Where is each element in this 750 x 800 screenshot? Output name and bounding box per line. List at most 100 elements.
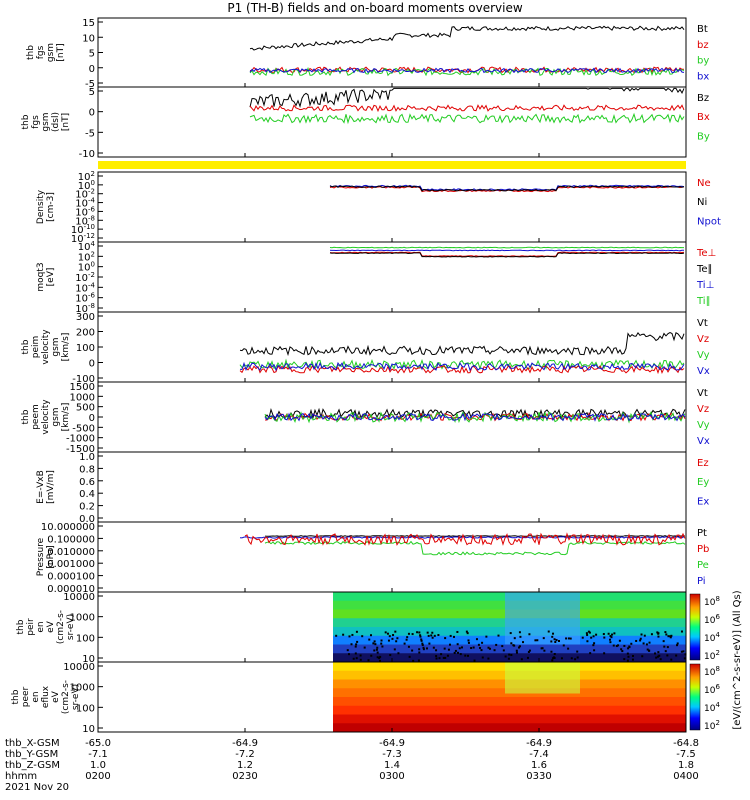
trace-black: [264, 407, 686, 420]
colorbar-tick-label: 106: [704, 683, 720, 696]
heatmap-speck: [370, 634, 373, 637]
panel-5: 300 200 100 0 -100 thb peim velocity gsm [km/s] Vt…: [21, 311, 710, 385]
y-axis-label: peer: [21, 686, 31, 707]
colorbar-tick-label: 106: [704, 613, 720, 626]
heatmap-speck: [528, 633, 531, 636]
y-tick-label: -100: [72, 374, 95, 385]
heatmap-speck: [437, 634, 440, 637]
y-axis-label: en: [31, 691, 41, 702]
x-tick-label: 1.2: [237, 760, 253, 771]
heatmap-speck: [617, 644, 620, 647]
heatmap-speck: [420, 638, 423, 641]
heatmap-speck: [589, 652, 592, 655]
y-tick-label: 100: [76, 703, 95, 714]
panel-frame: [97, 451, 687, 523]
y-tick-label: 0.100000: [47, 534, 95, 545]
y-tick-label: -1500: [66, 444, 95, 455]
legend-ex: Ex: [697, 496, 709, 507]
heatmap-speck: [487, 646, 490, 649]
heatmap-speck: [623, 658, 626, 661]
heatmap-speck: [391, 637, 394, 640]
heatmap-speck: [444, 656, 447, 659]
y-tick-label: 10: [82, 33, 95, 44]
y-tick-label: 200: [76, 328, 95, 339]
heatmap-speck: [657, 651, 660, 654]
heatmap-speck: [472, 646, 475, 649]
heatmap-speck: [438, 657, 441, 660]
heatmap-speck: [567, 637, 570, 640]
trace-green: [249, 66, 685, 77]
heatmap-speck: [432, 646, 435, 649]
heatmap-speck: [460, 646, 463, 649]
heatmap-dip: [505, 592, 580, 645]
y-tick-label: 1000: [70, 683, 95, 694]
heatmap-speck: [359, 654, 362, 657]
heatmap-speck: [630, 642, 633, 645]
heatmap-speck: [444, 637, 447, 640]
trace-black: [249, 25, 685, 51]
y-axis-label: fgs: [36, 45, 46, 59]
y-tick-label: 1.0: [79, 452, 95, 463]
y-tick-label: 0.000100: [47, 572, 95, 583]
heatmap-speck: [669, 635, 672, 638]
heatmap-speck: [515, 649, 518, 652]
heatmap-speck: [456, 643, 459, 646]
heatmap-speck: [657, 635, 660, 638]
heatmap-speck: [466, 654, 469, 657]
heatmap-speck: [515, 651, 518, 654]
heatmap-speck: [574, 658, 577, 661]
heatmap-speck: [342, 633, 345, 636]
y-axis-label: gsm: [46, 43, 56, 62]
heatmap-speck: [386, 632, 389, 635]
legend-vx: Vx: [697, 366, 710, 377]
legend-vy: Vy: [697, 350, 710, 361]
heatmap-speck: [368, 638, 371, 641]
colorbar-tick-label: 102: [704, 649, 720, 662]
heatmap-speck: [477, 643, 480, 646]
heatmap-speck: [422, 646, 425, 649]
heatmap-speck: [355, 657, 358, 660]
heatmap-speck: [367, 659, 370, 662]
heatmap-speck: [465, 630, 468, 633]
y-tick-label: 102: [78, 170, 95, 183]
chart-title: P1 (TH-B) fields and on-board moments ov…: [227, 1, 523, 15]
panel-2: 5 0 -5 -10 thb fgs gsm (dsl) [nT] Bz Bx By: [21, 86, 710, 160]
heatmap-speck: [552, 632, 555, 635]
heatmap-speck: [485, 635, 488, 638]
y-axis-label: thb: [21, 114, 31, 129]
heatmap-speck: [553, 638, 556, 641]
x-tick-label: -7.4: [529, 749, 549, 760]
heatmap-speck: [626, 652, 629, 655]
y-tick-label: -500: [72, 423, 95, 434]
heatmap-speck: [585, 632, 588, 635]
heatmap-speck: [560, 657, 563, 660]
heatmap-speck: [393, 648, 396, 651]
x-tick-label: 0200: [85, 771, 110, 782]
legend-vz: Vz: [697, 334, 709, 345]
x-tick-label: 0300: [379, 771, 404, 782]
heatmap-speck: [650, 633, 653, 636]
legend-vt: Vt: [697, 388, 708, 399]
y-axis-label: moqt3: [36, 262, 46, 291]
heatmap-speck: [425, 647, 428, 650]
y-axis-label: E=-VxB: [36, 470, 46, 504]
y-axis-label: thb: [26, 45, 36, 60]
colorbar-tick-label: 108: [704, 665, 720, 678]
trace-black: [239, 332, 685, 357]
heatmap-speck: [448, 643, 451, 646]
heatmap-speck: [447, 648, 450, 651]
heatmap-speck: [346, 649, 349, 652]
y-tick-label: 100: [78, 261, 95, 274]
y-tick-label: 10-8: [75, 214, 95, 227]
y-tick-label: 10-2: [75, 188, 95, 201]
y-tick-label: 10-6: [75, 205, 95, 218]
heatmap-speck: [347, 653, 350, 656]
heatmap-speck: [631, 658, 634, 661]
heatmap-speck: [453, 651, 456, 654]
panel-9: 10000 1000 100 10 thb peir en eV (cm2-s-sr-eV) 10…: [16, 591, 720, 665]
heatmap-speck: [654, 652, 657, 655]
y-axis-label: (cm2-s-: [61, 680, 71, 714]
y-tick-label: 104: [78, 240, 96, 253]
heatmap-speck: [416, 631, 419, 634]
y-tick-label: 5: [89, 87, 95, 98]
